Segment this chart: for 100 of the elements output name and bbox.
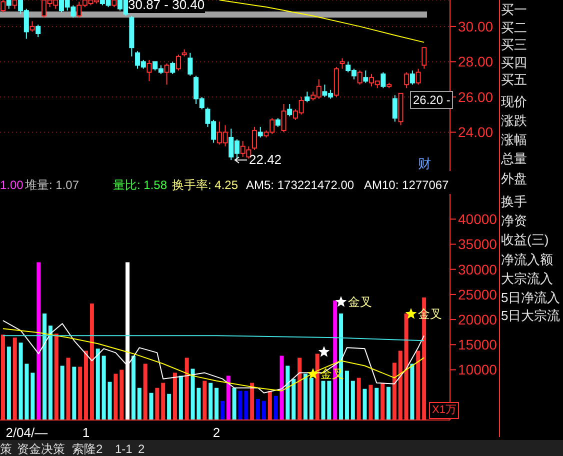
candlestick [404, 72, 410, 89]
y-tick-label: 20000 [458, 312, 498, 328]
candlestick [258, 126, 263, 138]
bar [72, 366, 76, 420]
text: 净资 [501, 213, 527, 229]
bar [60, 366, 64, 420]
candlestick [287, 104, 292, 117]
bar [208, 382, 213, 420]
candlestick [422, 47, 427, 70]
bar [303, 374, 308, 420]
candlestick [304, 91, 310, 103]
bar [350, 380, 355, 420]
text: 5日大宗流 [501, 308, 560, 324]
bar [292, 378, 296, 420]
bar [362, 388, 367, 420]
text: 1.00 [0, 177, 24, 193]
x-tick-label: 2 [212, 425, 220, 440]
annotation: 26.20 - [410, 91, 454, 109]
candlestick [30, 20, 35, 32]
text: 策 [0, 441, 12, 456]
bar [178, 376, 183, 420]
bar [274, 396, 278, 420]
text: 收益(三) [501, 232, 549, 248]
y-axis-title: X1万 [429, 402, 460, 419]
candlestick [357, 70, 362, 86]
candlestick [416, 68, 421, 86]
y-tick-label: 15000 [458, 336, 498, 353]
y-tick-label: 30.00 [458, 18, 494, 34]
text: 量比: 1.58 [113, 177, 168, 193]
bar [280, 356, 284, 420]
text: 外盘 [501, 171, 527, 187]
text: 买四 [501, 55, 527, 71]
annotation: 财 [418, 156, 431, 172]
bar [149, 392, 154, 420]
y-tick-label: 24.00 [458, 124, 494, 140]
bar [48, 326, 52, 420]
bar [344, 370, 349, 420]
bar [137, 388, 142, 420]
y-tick-label: 30000 [458, 261, 498, 278]
bar [238, 390, 242, 420]
bar [36, 262, 41, 420]
line-series [218, 0, 425, 43]
text: 换手率: 4.25 [172, 177, 238, 193]
text: 净流入额 [501, 252, 553, 268]
y-tick-label: 10000 [458, 362, 498, 378]
candlestick [36, 24, 41, 38]
candlestick [380, 72, 386, 89]
bar [108, 382, 112, 420]
candlestick [340, 58, 345, 70]
y-tick-label: 35000 [458, 236, 498, 252]
annotation: 金叉 [320, 366, 344, 382]
text: 买二 [501, 20, 527, 36]
bar [42, 314, 47, 420]
text: 2 [138, 441, 145, 456]
candlestick [252, 126, 258, 150]
candlestick [146, 59, 152, 82]
text: 买五 [501, 72, 527, 88]
bar [232, 388, 236, 420]
text: 1-1 [115, 441, 132, 456]
bar [386, 386, 390, 420]
bar [30, 372, 35, 420]
bar [244, 390, 248, 420]
text: 涨跌 [501, 113, 527, 129]
candlestick [176, 54, 181, 72]
bar [410, 364, 414, 420]
bar [6, 346, 11, 420]
text: 大宗流入 [501, 271, 553, 287]
text: 换手 [501, 194, 527, 210]
y-tick-label: 28.00 [458, 54, 494, 70]
bar [226, 376, 230, 420]
bar [374, 388, 379, 420]
bar [214, 388, 218, 420]
bar [131, 356, 136, 420]
text: 总量 [501, 151, 527, 167]
candlestick [281, 104, 286, 133]
candlestick [164, 62, 170, 86]
x-tick-label: 1 [82, 425, 90, 440]
candlestick [188, 52, 193, 76]
text: 资金决策 [17, 441, 65, 456]
text: 买三 [501, 37, 527, 53]
text: 堆量: 1.07 [25, 177, 80, 193]
text: 索隆2 [72, 441, 103, 456]
text: AM5: 173221472.00 [246, 177, 354, 193]
text: AM10: 1277067 [364, 177, 449, 193]
bar [167, 394, 172, 420]
y-tick-label: 40000 [458, 211, 498, 228]
bar [96, 348, 100, 420]
bar [102, 356, 106, 420]
bar [220, 400, 224, 420]
y-tick-label: 25000 [458, 286, 498, 302]
annotation: 22.42 [249, 152, 282, 168]
bar [286, 366, 290, 420]
text: 5日净流入 [501, 290, 560, 306]
y-tick-label: 26.00 [458, 88, 494, 105]
candlestick [392, 94, 398, 122]
candlestick [410, 70, 415, 86]
annotation: 30.87 - 30.40 [128, 0, 205, 13]
x-tick-label: 2/04/— [6, 425, 48, 440]
candlestick [170, 61, 176, 75]
text: 现价 [501, 94, 527, 110]
